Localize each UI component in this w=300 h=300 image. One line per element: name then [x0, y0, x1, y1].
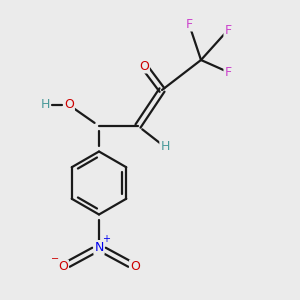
Text: −: − [50, 254, 59, 264]
Text: H: H [160, 140, 170, 154]
Text: O: O [64, 98, 74, 112]
Text: O: O [58, 260, 68, 274]
Text: H: H [40, 98, 50, 112]
Text: N: N [94, 241, 104, 254]
Text: +: + [103, 234, 110, 244]
Text: F: F [224, 23, 232, 37]
Text: O: O [130, 260, 140, 274]
Text: O: O [139, 59, 149, 73]
Text: F: F [224, 65, 232, 79]
Text: F: F [185, 17, 193, 31]
